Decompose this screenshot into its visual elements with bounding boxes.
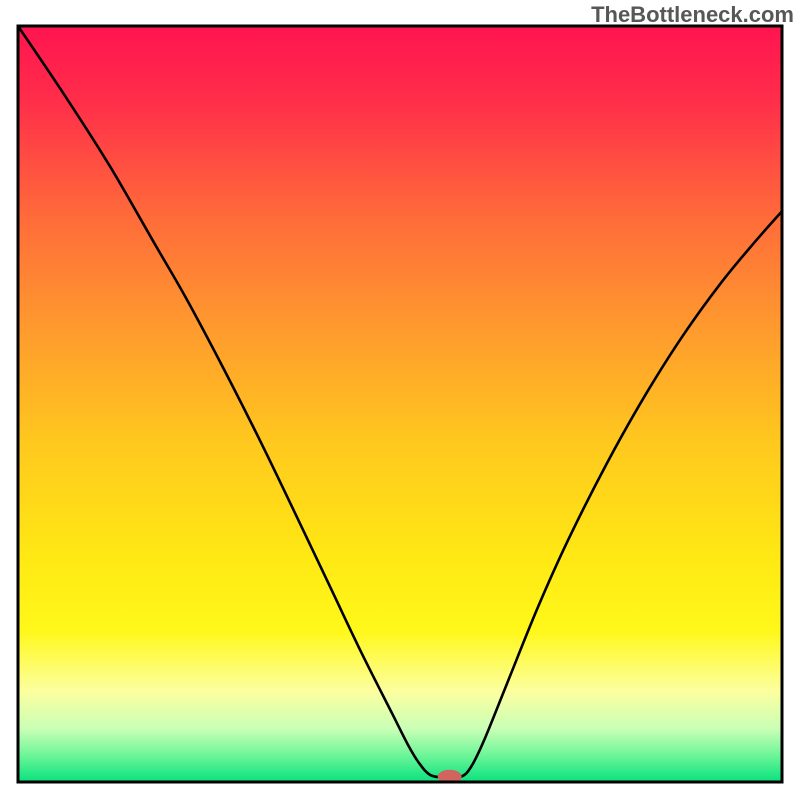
chart-svg [0,0,800,800]
chart-stage: TheBottleneck.com [0,0,800,800]
plot-area [18,26,782,784]
watermark-text: TheBottleneck.com [591,2,794,28]
gradient-background [18,26,782,782]
